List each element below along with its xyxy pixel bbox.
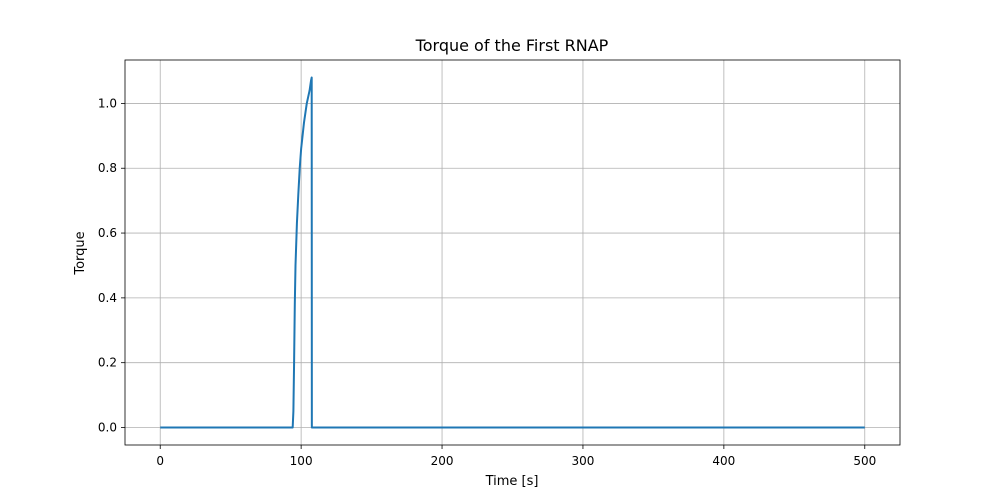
x-tick-label: 300 xyxy=(572,454,595,468)
y-axis: 0.0 0.2 0.4 0.6 0.8 1.0 xyxy=(98,96,125,435)
x-tick-label: 400 xyxy=(712,454,735,468)
x-axis: 0 100 200 300 400 500 xyxy=(156,445,876,468)
y-tick-label: 0.6 xyxy=(98,226,117,240)
x-tick-label: 200 xyxy=(431,454,454,468)
y-tick-label: 1.0 xyxy=(98,96,117,110)
y-axis-label: Torque xyxy=(73,231,88,275)
y-tick-label: 0.8 xyxy=(98,161,117,175)
plot-frame xyxy=(124,59,901,446)
x-tick-label: 100 xyxy=(290,454,313,468)
y-tick-label: 0.4 xyxy=(98,291,117,305)
series-layer xyxy=(160,76,865,429)
x-tick-label: 0 xyxy=(156,454,164,468)
y-tick-label: 0.2 xyxy=(98,356,117,370)
y-tick-label: 0.0 xyxy=(98,421,117,435)
x-tick-label: 500 xyxy=(853,454,876,468)
chart-title: Torque of the First RNAP xyxy=(415,36,609,55)
x-axis-label: Time [s] xyxy=(485,474,539,489)
series-line-0 xyxy=(160,76,865,429)
